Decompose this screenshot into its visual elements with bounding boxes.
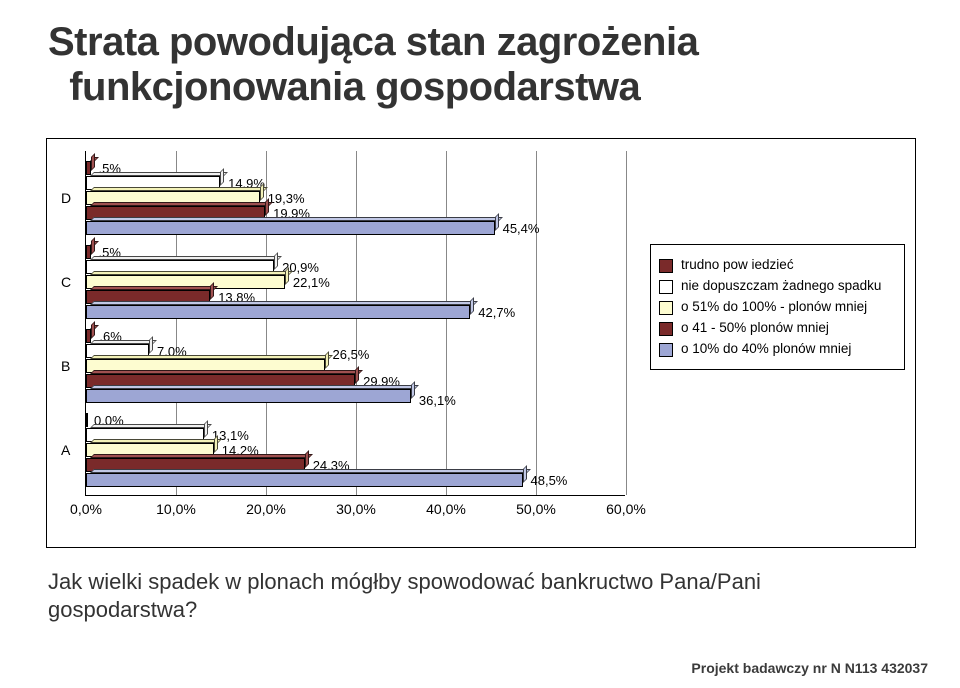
y-axis-label: A	[61, 442, 70, 458]
bar-3d-top	[90, 370, 363, 374]
bar-3d-top	[90, 256, 282, 260]
bar-3d-end	[149, 336, 153, 354]
bar-3d-top	[90, 439, 222, 443]
bar-label: 42,7%	[478, 305, 515, 320]
legend-item: o 51% do 100% - plonów mniej	[659, 299, 896, 316]
bar	[86, 305, 470, 319]
legend-item: o 10% do 40% plonów mniej	[659, 341, 896, 358]
chart-frame: 0,0%10,0%20,0%30,0%40,0%50,0%60,0%,5%14,…	[46, 138, 916, 548]
x-axis-label: 0,0%	[70, 501, 102, 517]
bar-3d-end	[325, 351, 329, 369]
bar-label: 45,4%	[503, 221, 540, 236]
bar-3d-end	[220, 168, 224, 186]
bar-3d-end	[214, 435, 218, 453]
x-axis-label: 10,0%	[156, 501, 196, 517]
legend-swatch	[659, 280, 673, 294]
legend-item: trudno pow iedzieć	[659, 257, 896, 274]
bar-3d-top	[90, 172, 228, 176]
bar	[86, 473, 523, 487]
bar-3d-end	[204, 420, 208, 438]
question-text: Jak wielki spadek w plonach mógłby spowo…	[48, 568, 868, 623]
legend-swatch	[659, 301, 673, 315]
legend-label: trudno pow iedzieć	[681, 257, 794, 274]
bar	[86, 161, 91, 175]
bar-3d-end	[265, 198, 269, 216]
title-line-2: funkcjonowania gospodarstwa	[69, 65, 640, 109]
bar-3d-top	[90, 424, 212, 428]
gridline	[356, 151, 357, 495]
bar	[86, 413, 88, 427]
x-axis-label: 30,0%	[336, 501, 376, 517]
bar-label: 26,5%	[333, 347, 370, 362]
legend-item: o 41 - 50% plonów mniej	[659, 320, 896, 337]
bar-3d-end	[470, 297, 474, 315]
legend-label: o 10% do 40% plonów mniej	[681, 341, 851, 358]
gridline	[536, 151, 537, 495]
bar-3d-end	[411, 381, 415, 399]
x-axis-label: 40,0%	[426, 501, 466, 517]
bar	[86, 245, 91, 259]
bar-label: 19,3%	[268, 191, 305, 206]
legend-swatch	[659, 259, 673, 273]
title-line-1: Strata powodująca stan zagrożenia	[48, 20, 698, 64]
chart-legend: trudno pow iedzieć nie dopuszczam żadnego…	[650, 244, 905, 370]
bar-3d-top	[90, 301, 478, 305]
bar-3d-top	[90, 271, 293, 275]
footer-text: Projekt badawczy nr N N113 432037	[691, 660, 928, 676]
gridline	[626, 151, 627, 495]
bar	[86, 221, 495, 235]
y-axis-label: D	[61, 190, 71, 206]
gridline	[446, 151, 447, 495]
bar-3d-top	[90, 187, 268, 191]
legend-label: o 51% do 100% - plonów mniej	[681, 299, 867, 316]
bar-3d-top	[90, 202, 273, 206]
bar-label: 36,1%	[419, 393, 456, 408]
legend-swatch	[659, 322, 673, 336]
bar-3d-end	[91, 321, 95, 339]
bar-3d-top	[90, 340, 157, 344]
bar	[86, 389, 411, 403]
y-axis-label: C	[61, 274, 71, 290]
bar-3d-end	[285, 267, 289, 285]
bar-3d-top	[90, 355, 333, 359]
bar-3d-end	[355, 366, 359, 384]
bar-3d-end	[305, 450, 309, 468]
bar-3d-end	[91, 237, 95, 255]
page-title: Strata powodująca stan zagrożenia funkcj…	[48, 20, 698, 110]
bar-3d-end	[91, 153, 95, 171]
legend-swatch	[659, 343, 673, 357]
bar-3d-end	[274, 252, 278, 270]
legend-item: nie dopuszczam żadnego spadku	[659, 278, 896, 295]
bar-3d-end	[260, 183, 264, 201]
bar-3d-top	[90, 217, 503, 221]
bar-3d-top	[90, 385, 419, 389]
bar-label: 48,5%	[531, 473, 568, 488]
bar-3d-top	[90, 286, 218, 290]
x-axis-label: 60,0%	[606, 501, 646, 517]
x-axis-label: 50,0%	[516, 501, 556, 517]
x-axis-label: 20,0%	[246, 501, 286, 517]
y-axis-label: B	[61, 358, 70, 374]
bar-label: 22,1%	[293, 275, 330, 290]
bar-3d-end	[523, 465, 527, 483]
chart-plot: 0,0%10,0%20,0%30,0%40,0%50,0%60,0%,5%14,…	[85, 151, 625, 496]
bar-3d-end	[210, 282, 214, 300]
bar-3d-top	[90, 469, 531, 473]
legend-label: nie dopuszczam żadnego spadku	[681, 278, 881, 295]
bar-3d-end	[495, 213, 499, 231]
legend-label: o 41 - 50% plonów mniej	[681, 320, 829, 337]
bar-3d-top	[90, 454, 313, 458]
